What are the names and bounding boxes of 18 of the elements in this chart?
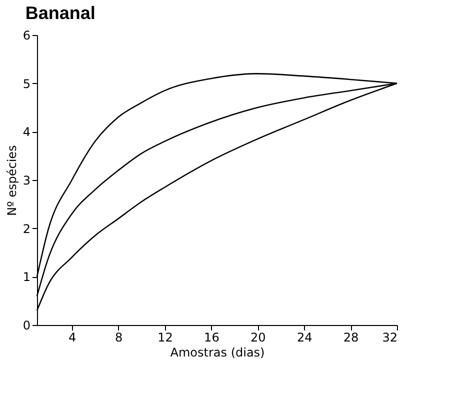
x-tick-label: 20 <box>250 330 266 344</box>
x-axis-title: Amostras (dias) <box>170 346 265 360</box>
x-tick-label: 16 <box>204 330 220 344</box>
x-tick-label: 4 <box>68 330 76 344</box>
y-tick-label: 5 <box>22 76 30 91</box>
y-tick-label: 3 <box>22 174 30 188</box>
y-tick-label: 2 <box>22 222 30 236</box>
y-tick-label: 6 <box>22 28 30 42</box>
x-tick-label: 8 <box>114 330 123 344</box>
y-tick-label: 4 <box>22 125 30 140</box>
x-tick-label: 32 <box>382 330 398 344</box>
y-tick-label: 1 <box>22 270 30 284</box>
x-tick-label: 12 <box>158 330 173 344</box>
chart-title: Bananal <box>25 3 96 23</box>
y-axis-title: Nº espécies <box>4 145 19 216</box>
x-tick-label: 24 <box>296 330 312 344</box>
x-tick-label: 28 <box>343 330 359 344</box>
y-tick-label: 0 <box>22 318 30 332</box>
